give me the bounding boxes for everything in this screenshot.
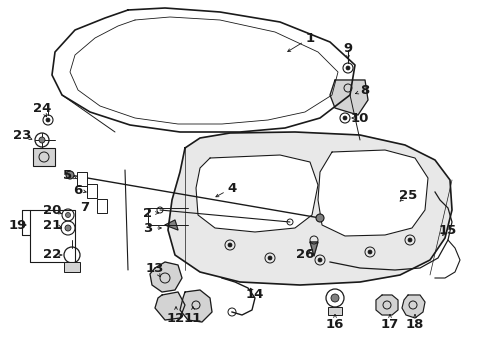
Text: 4: 4	[227, 181, 236, 194]
Circle shape	[65, 225, 71, 231]
Text: 12: 12	[166, 311, 185, 324]
Polygon shape	[375, 295, 397, 315]
Polygon shape	[180, 290, 212, 322]
Bar	[64, 262, 80, 272]
Polygon shape	[150, 262, 182, 292]
Circle shape	[346, 66, 349, 70]
Bar	[33, 148, 55, 166]
Text: 11: 11	[183, 311, 202, 324]
Circle shape	[330, 294, 338, 302]
Text: 26: 26	[295, 248, 314, 261]
Text: 21: 21	[43, 219, 61, 231]
Circle shape	[315, 214, 324, 222]
Text: 24: 24	[33, 102, 51, 114]
Text: 8: 8	[360, 84, 369, 96]
Polygon shape	[309, 242, 317, 256]
Bar	[97, 199, 107, 213]
Text: 23: 23	[13, 129, 31, 141]
Text: 17: 17	[380, 319, 398, 332]
Polygon shape	[196, 155, 317, 232]
Circle shape	[342, 116, 346, 120]
Text: 15: 15	[438, 224, 456, 237]
Circle shape	[66, 171, 74, 179]
Polygon shape	[155, 292, 184, 320]
Text: 5: 5	[63, 168, 72, 181]
Circle shape	[46, 118, 50, 122]
Text: 20: 20	[43, 203, 61, 216]
Text: 22: 22	[43, 248, 61, 261]
Text: 14: 14	[245, 288, 264, 302]
Text: 1: 1	[305, 32, 314, 45]
Text: 3: 3	[143, 221, 152, 234]
Text: 6: 6	[73, 184, 82, 197]
Polygon shape	[317, 150, 427, 236]
Bar	[77, 172, 87, 186]
Polygon shape	[164, 220, 178, 230]
Circle shape	[407, 238, 411, 242]
Polygon shape	[168, 132, 451, 285]
Circle shape	[267, 256, 271, 260]
Circle shape	[317, 258, 321, 262]
Text: 10: 10	[350, 112, 368, 125]
Text: 16: 16	[325, 319, 344, 332]
Circle shape	[227, 243, 231, 247]
Text: 19: 19	[9, 219, 27, 231]
Bar	[327, 307, 341, 315]
Circle shape	[39, 137, 45, 143]
Text: 7: 7	[80, 201, 89, 213]
Circle shape	[65, 212, 70, 217]
Polygon shape	[329, 80, 367, 115]
Polygon shape	[52, 8, 354, 132]
Polygon shape	[401, 295, 424, 318]
Text: 2: 2	[143, 207, 152, 220]
Text: 25: 25	[398, 189, 416, 202]
Text: 18: 18	[405, 319, 423, 332]
Text: 9: 9	[343, 41, 352, 54]
Circle shape	[367, 250, 371, 254]
Text: 13: 13	[145, 261, 164, 274]
Bar	[87, 184, 97, 198]
